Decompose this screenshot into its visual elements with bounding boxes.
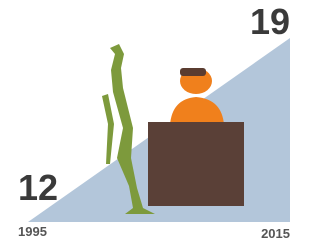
end-year: 2015 bbox=[261, 226, 290, 240]
start-value: 12 bbox=[18, 167, 58, 208]
start-year: 1995 bbox=[18, 224, 47, 239]
end-value: 19 bbox=[250, 1, 290, 42]
page: 12 19 1995 2015 (() => { const data = JS… bbox=[0, 0, 320, 240]
infographic: 12 19 1995 2015 bbox=[0, 0, 294, 240]
